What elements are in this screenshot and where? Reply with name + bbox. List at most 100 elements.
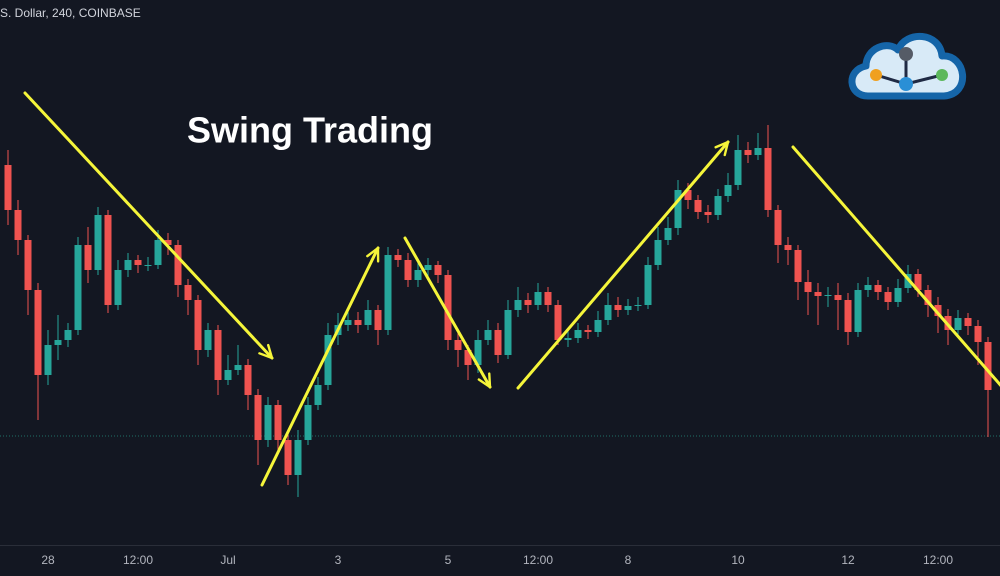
candle-body xyxy=(254,395,262,440)
candle-body xyxy=(444,275,452,340)
candle-body xyxy=(4,165,12,210)
candle-body xyxy=(274,405,282,440)
candle-body xyxy=(354,320,362,325)
candle-body xyxy=(844,300,852,332)
candle-body xyxy=(694,200,702,212)
trend-arrow xyxy=(23,91,272,358)
candle-body xyxy=(754,148,762,155)
x-tick-label: 10 xyxy=(731,553,745,567)
x-tick-label: 12:00 xyxy=(123,553,153,567)
candle-body xyxy=(214,330,222,380)
candle-body xyxy=(184,285,192,300)
candle-body xyxy=(504,310,512,355)
candle-body xyxy=(314,385,322,405)
candle-body xyxy=(584,330,592,332)
candle-body xyxy=(284,440,292,475)
candle-body xyxy=(714,196,722,215)
candle-body xyxy=(614,305,622,310)
trend-arrow xyxy=(516,142,728,390)
candle-body xyxy=(374,310,382,330)
trend-line xyxy=(791,145,1000,387)
candle-body xyxy=(224,370,232,380)
candle-body xyxy=(524,300,532,305)
candle-body xyxy=(114,270,122,305)
candle-body xyxy=(104,215,112,305)
candle-body xyxy=(84,245,92,270)
candle-body xyxy=(324,335,332,385)
x-tick-label: 12:00 xyxy=(923,553,953,567)
candle-body xyxy=(34,290,42,375)
candle-body xyxy=(204,330,212,350)
candle-body xyxy=(834,295,842,300)
candle-body xyxy=(194,300,202,350)
candle-body xyxy=(564,338,572,340)
candle-body xyxy=(484,330,492,340)
time-axis xyxy=(0,545,1000,576)
x-tick-label: 12 xyxy=(841,553,855,567)
candle-body xyxy=(764,148,772,210)
candle-body xyxy=(874,285,882,292)
candle-body xyxy=(554,305,562,340)
candle-body xyxy=(914,274,922,290)
candle-body xyxy=(234,365,242,370)
candle-body xyxy=(794,250,802,282)
candle-body xyxy=(494,330,502,355)
candle-body xyxy=(674,190,682,228)
candle-body xyxy=(954,318,962,330)
x-tick-label: 28 xyxy=(41,553,55,567)
candle-body xyxy=(344,320,352,325)
candle-body xyxy=(44,345,52,375)
candle-body xyxy=(964,318,972,326)
candle-body xyxy=(814,292,822,296)
candle-body xyxy=(884,292,892,302)
candle-body xyxy=(824,295,832,296)
candle-body xyxy=(304,405,312,440)
candle-body xyxy=(384,255,392,330)
candles xyxy=(0,125,1000,497)
candle-body xyxy=(394,255,402,260)
candle-body xyxy=(514,300,522,310)
candle-body xyxy=(294,440,302,475)
candle-body xyxy=(144,265,152,266)
trend-arrows xyxy=(23,91,1000,487)
candle-body xyxy=(644,265,652,305)
source-label: S. Dollar, 240, COINBASE xyxy=(0,6,141,20)
candle-body xyxy=(984,342,992,390)
candle-body xyxy=(574,330,582,338)
candle-body xyxy=(124,260,132,270)
x-tick-label: 8 xyxy=(625,553,632,567)
logo xyxy=(848,32,966,100)
candle-body xyxy=(744,150,752,155)
candle-body xyxy=(434,265,442,275)
candle-body xyxy=(654,240,662,265)
candle-body xyxy=(634,305,642,306)
candle-body xyxy=(134,260,142,265)
candle-body xyxy=(454,340,462,350)
candle-body xyxy=(94,215,102,270)
candle-body xyxy=(364,310,372,325)
candle-body xyxy=(164,240,172,245)
candle-body xyxy=(894,288,902,302)
candle-body xyxy=(924,290,932,305)
x-tick-label: 12:00 xyxy=(523,553,553,567)
candle-body xyxy=(414,270,422,280)
x-tick-label: Jul xyxy=(220,553,235,567)
trend-arrow xyxy=(260,248,380,487)
candle-body xyxy=(544,292,552,305)
x-tick-labels: 28 12:00 Jul 3 5 12:00 8 10 12 12:00 xyxy=(41,553,953,567)
candle-body xyxy=(934,305,942,316)
candle-body xyxy=(804,282,812,292)
candle-body xyxy=(724,185,732,196)
candle-body xyxy=(974,326,982,342)
candle-body xyxy=(774,210,782,245)
candle-body xyxy=(864,285,872,290)
candle-body xyxy=(64,330,72,340)
candle-body xyxy=(174,245,182,285)
candle-body xyxy=(54,340,62,345)
candle-body xyxy=(534,292,542,305)
candle-body xyxy=(24,240,32,290)
candle-body xyxy=(424,265,432,270)
candle-body xyxy=(264,405,272,440)
